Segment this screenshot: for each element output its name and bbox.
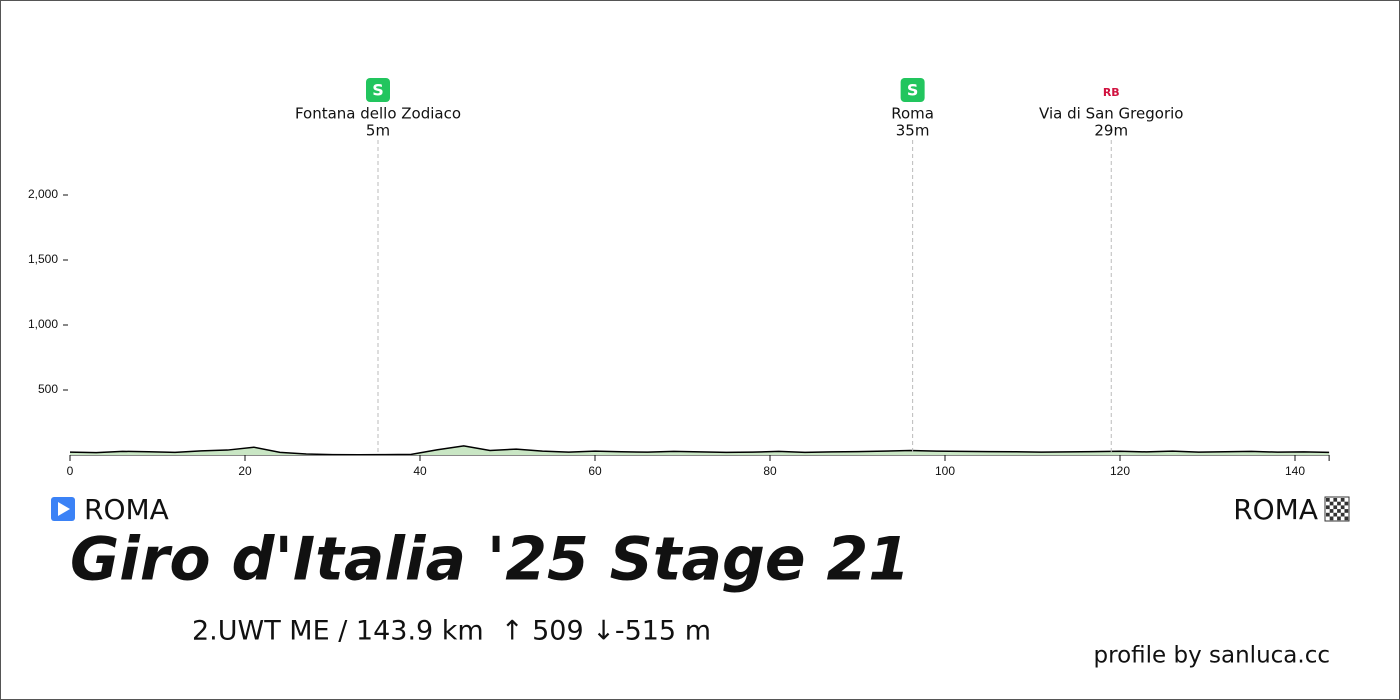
flag-square [1340, 505, 1345, 510]
y-tick-label: 1,000 [28, 317, 58, 331]
x-tick-label: 100 [935, 464, 955, 478]
marker-elevation: 35m [896, 122, 930, 140]
marker-name: Roma [891, 105, 934, 123]
flag-square [1340, 512, 1345, 517]
marker-badge [366, 78, 390, 102]
x-tick-label: 140 [1285, 464, 1305, 478]
flag-square [1337, 509, 1341, 513]
marker-badge [900, 78, 925, 102]
start-label: ROMA [84, 493, 169, 526]
finish-label: ROMA [1233, 493, 1318, 526]
x-tick-label: 120 [1110, 464, 1130, 478]
x-tick-label: 20 [238, 464, 252, 478]
subtitle: 2.UWT ME / 143.9 km ↑ 509 ↓-515 m [192, 616, 711, 647]
flag-square [1326, 512, 1330, 517]
flag-square [1333, 505, 1338, 510]
flag-square [1340, 498, 1345, 502]
flag-square [1329, 501, 1334, 506]
flag-square [1344, 516, 1349, 521]
flag-square [1337, 501, 1341, 506]
y-tick-label: 1,500 [28, 252, 58, 266]
flag-square [1326, 505, 1330, 510]
x-tick-label: 80 [763, 464, 777, 478]
finish-icon [1324, 496, 1350, 522]
y-tick-label: 2,000 [28, 187, 58, 201]
marker-name: Via di San Gregorio [1039, 105, 1183, 123]
marker-elevation: 29m [1094, 122, 1128, 140]
elevation-line [69, 445, 1330, 456]
flag-square [1333, 498, 1338, 502]
flag-square [1344, 509, 1349, 513]
x-tick-label: 60 [588, 464, 602, 478]
flag-square [1344, 501, 1349, 506]
x-tick-label: 40 [413, 464, 427, 478]
y-tick-label: 500 [38, 382, 58, 396]
marker-name: Fontana dello Zodiaco [295, 105, 461, 123]
marker-badge-text: S [907, 81, 919, 100]
elevation-area [70, 445, 1330, 455]
x-tick-label: 0 [67, 464, 74, 478]
flag-square [1333, 512, 1338, 517]
start-icon-arrow [58, 502, 70, 516]
title: Giro d'Italia '25 Stage 21 [70, 525, 910, 595]
marker-badge-text: RB [1103, 86, 1120, 99]
flag-square [1329, 509, 1334, 513]
flag-square [1337, 516, 1341, 521]
marker-badge-text: S [372, 81, 384, 100]
flag-square [1329, 516, 1334, 521]
flag-square [1326, 498, 1330, 502]
credit: profile by sanluca.cc [1094, 643, 1330, 669]
marker-elevation: 5m [366, 122, 390, 140]
